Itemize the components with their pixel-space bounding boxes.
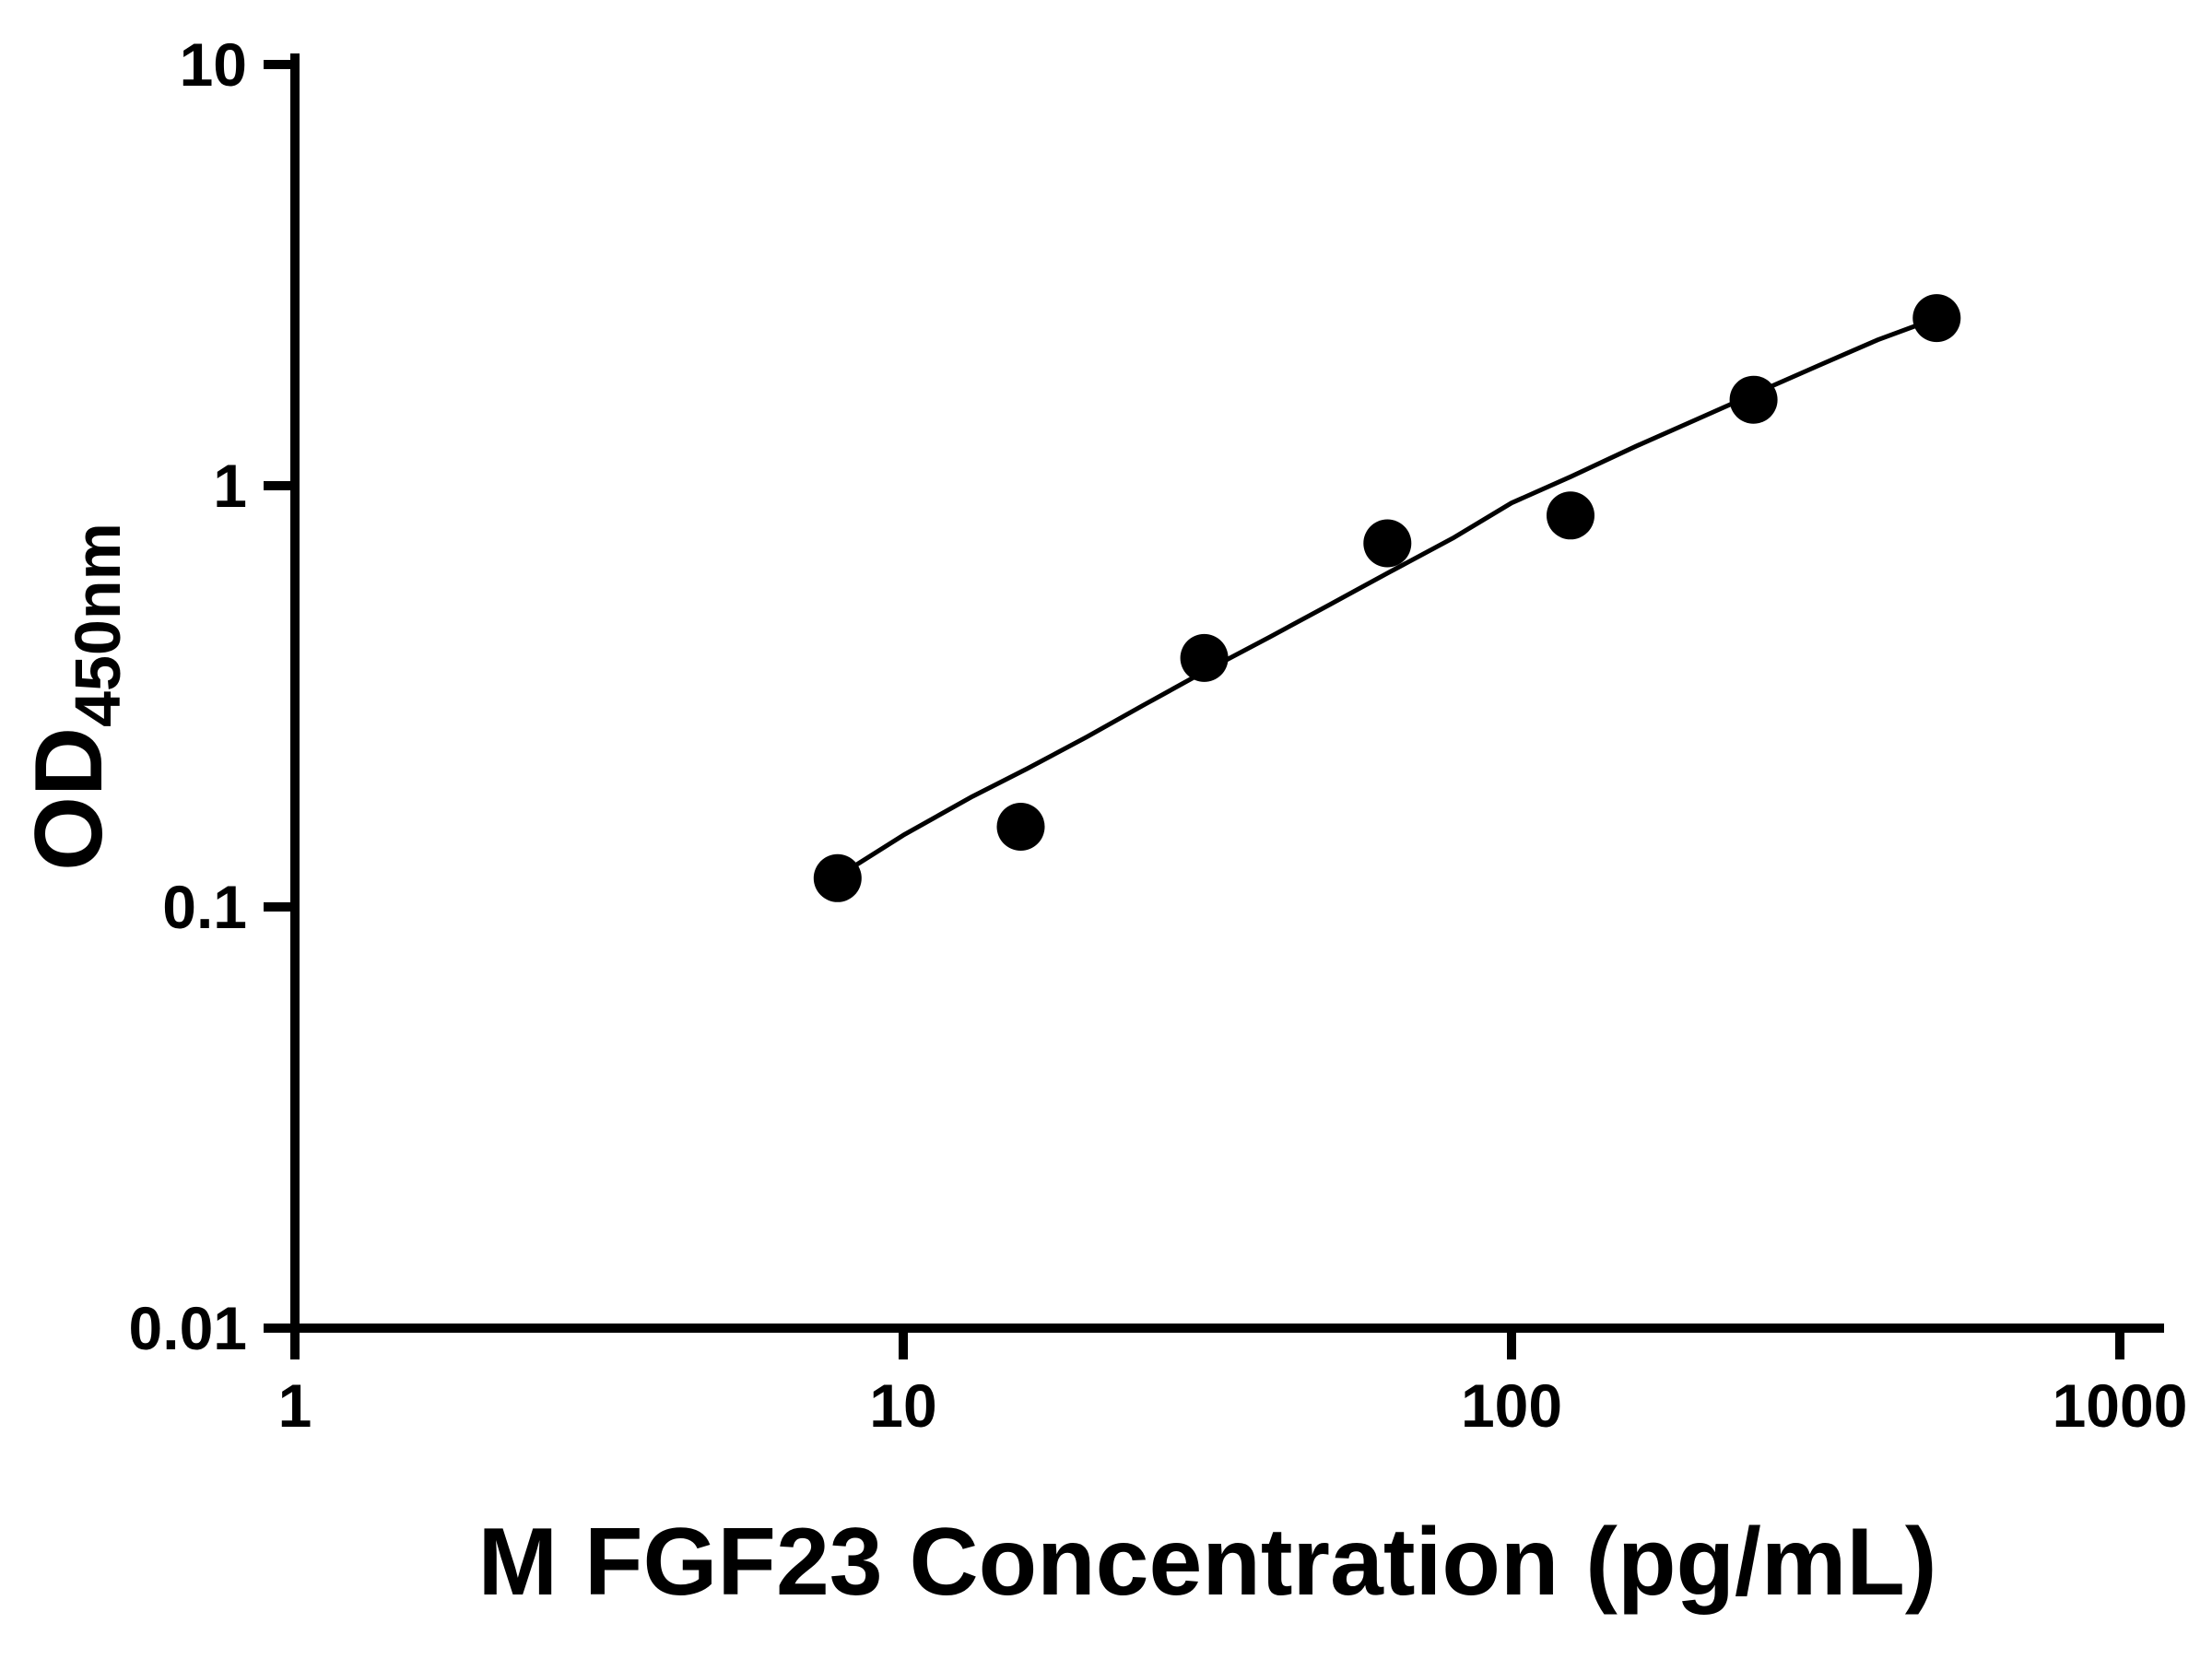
tick-marks: [264, 60, 2124, 1359]
y-tick-label: 1: [213, 452, 247, 520]
y-axis-title-subscript: 450nm: [62, 523, 134, 727]
x-tick-label: 1000: [2053, 1371, 2188, 1440]
y-tick-label: 0.01: [129, 1294, 247, 1362]
data-points: [813, 294, 1961, 902]
x-tick-labels: 1 10 100 1000: [278, 1371, 2188, 1440]
data-point: [1729, 375, 1778, 424]
x-tick-label: 100: [1461, 1371, 1562, 1440]
x-tick-label: 1: [278, 1371, 312, 1440]
y-axis-title-main: OD: [16, 727, 123, 871]
axes: [290, 53, 2164, 1333]
data-point: [1180, 633, 1229, 682]
x-axis-title: M FGF23 Concentration (pg/mL): [477, 1509, 1936, 1616]
data-point: [813, 853, 862, 902]
y-tick-labels: 0.01 0.1 1 10: [129, 30, 247, 1362]
y-axis-title: OD450nm: [16, 523, 134, 871]
x-tick-label: 10: [869, 1371, 936, 1440]
y-tick-label: 0.1: [162, 873, 247, 941]
y-tick-label: 10: [180, 30, 247, 99]
data-point: [1547, 491, 1594, 540]
data-point: [1912, 294, 1961, 343]
data-point: [996, 803, 1045, 851]
data-point: [1363, 519, 1412, 568]
